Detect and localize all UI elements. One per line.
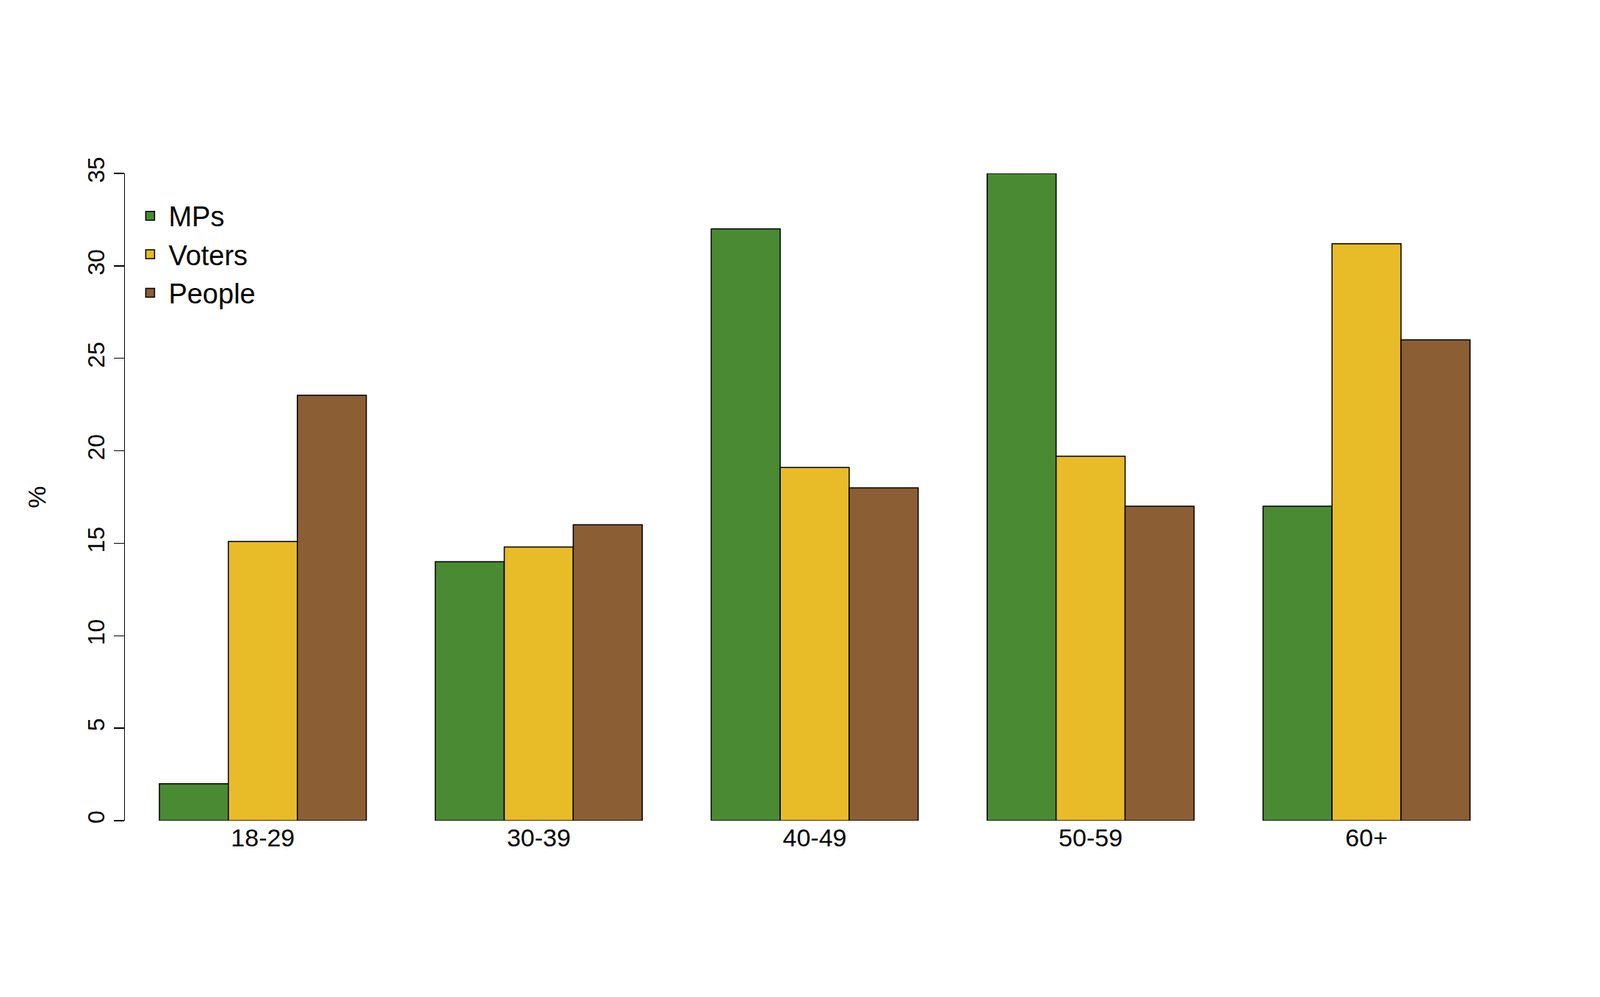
svg-text:20: 20 <box>83 434 110 461</box>
svg-text:People: People <box>168 278 255 310</box>
svg-text:18-29: 18-29 <box>230 823 295 852</box>
svg-text:30: 30 <box>83 249 110 276</box>
svg-text:60+: 60+ <box>1345 823 1388 852</box>
svg-text:25: 25 <box>83 341 110 369</box>
svg-text:50-59: 50-59 <box>1058 823 1123 852</box>
svg-text:15: 15 <box>83 526 110 554</box>
svg-text:MPs: MPs <box>168 201 225 233</box>
svg-text:40-49: 40-49 <box>783 823 848 852</box>
svg-text:0: 0 <box>83 810 110 824</box>
svg-text:Voters: Voters <box>168 240 248 272</box>
svg-text:5: 5 <box>83 717 110 731</box>
svg-text:30-39: 30-39 <box>506 823 571 852</box>
svg-text:10: 10 <box>83 619 110 646</box>
svg-text:35: 35 <box>83 156 110 183</box>
svg-text:%: % <box>22 485 51 508</box>
